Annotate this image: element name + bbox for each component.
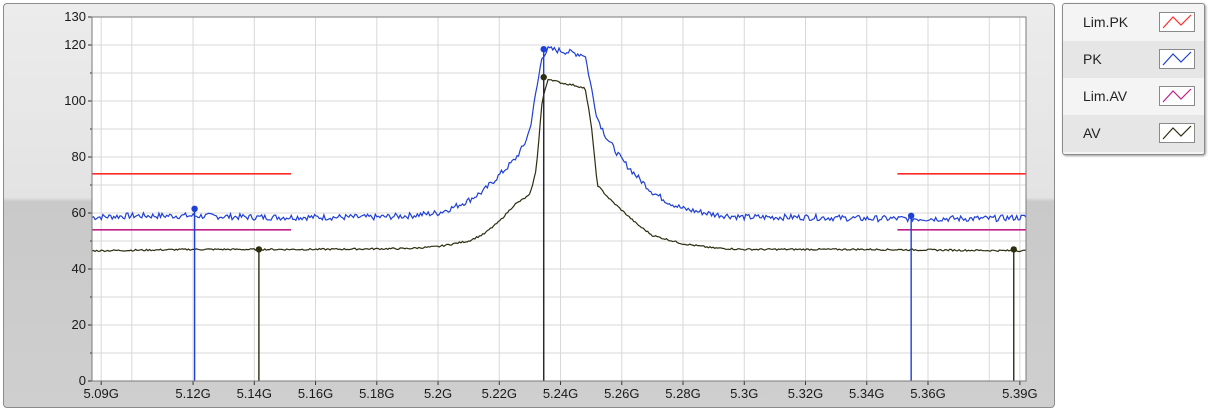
y-tick-label: 60: [72, 205, 86, 220]
line-swatch-icon[interactable]: [1159, 123, 1195, 143]
marker-point[interactable]: [907, 212, 915, 219]
y-tick-label: 100: [64, 93, 86, 108]
y-tick-label: 20: [72, 317, 86, 332]
y-tick-label: 80: [72, 149, 86, 164]
line-swatch-icon[interactable]: [1159, 86, 1195, 106]
x-tick-label: 5.32G: [788, 386, 823, 401]
x-tick-label: 5.26G: [604, 386, 639, 401]
swatch-line: [1162, 14, 1192, 29]
series-line[interactable]: [91, 45, 1027, 224]
swatch-line: [1162, 125, 1192, 140]
marker-point[interactable]: [191, 205, 198, 212]
x-tick-label: 5.22G: [482, 386, 517, 401]
x-tick-label: 5.12G: [175, 386, 210, 401]
x-tick-label: 5.09G: [83, 386, 118, 401]
swatch-line: [1162, 51, 1192, 66]
line-swatch-icon[interactable]: [1159, 12, 1195, 32]
y-tick-label: 120: [64, 37, 86, 52]
legend-item-lim-av[interactable]: Lim.AV: [1063, 78, 1204, 115]
legend-item-pk[interactable]: PK: [1063, 41, 1204, 78]
x-tick-label: 5.14G: [237, 386, 272, 401]
x-tick-label: 5.16G: [298, 386, 333, 401]
plot-area: [91, 16, 1027, 382]
legend-item-lim-pk[interactable]: Lim.PK: [1063, 4, 1204, 41]
x-tick-label: 5.3G: [730, 386, 758, 401]
series-line[interactable]: [91, 78, 1027, 253]
legend-label: Lim.PK: [1083, 14, 1129, 30]
x-tick-label: 5.34G: [849, 386, 884, 401]
line-swatch-icon[interactable]: [1159, 49, 1195, 69]
spectrum-chart[interactable]: 0 20 40 60 80 100 120 130 5.09G 5.12G 5.14G 5.16G 5.…: [0, 0, 1060, 415]
legend-label: Lim.AV: [1083, 88, 1128, 104]
x-tick-label: 5.24G: [543, 386, 578, 401]
x-tick-label: 5.36G: [910, 386, 945, 401]
y-tick-label: 40: [72, 261, 86, 276]
x-tick-label: 5.2G: [424, 386, 452, 401]
legend-item-av[interactable]: AV: [1063, 115, 1204, 152]
marker-point[interactable]: [540, 46, 547, 53]
y-tick-label: 130: [64, 9, 86, 24]
x-tick-label: 5.18G: [359, 386, 394, 401]
plot-border: [91, 16, 1027, 382]
x-tick-label: 5.28G: [665, 386, 700, 401]
marker-point[interactable]: [1010, 246, 1017, 253]
marker-point[interactable]: [255, 246, 263, 253]
plot-legend: Lim.PK PK Lim.AV AV: [1062, 3, 1205, 155]
legend-label: AV: [1083, 125, 1101, 141]
marker-point[interactable]: [540, 74, 547, 81]
legend-label: PK: [1083, 51, 1102, 67]
x-tick-label: 5.39G: [1002, 386, 1037, 401]
y-tick-label: 0: [79, 373, 86, 388]
swatch-line: [1162, 88, 1192, 103]
